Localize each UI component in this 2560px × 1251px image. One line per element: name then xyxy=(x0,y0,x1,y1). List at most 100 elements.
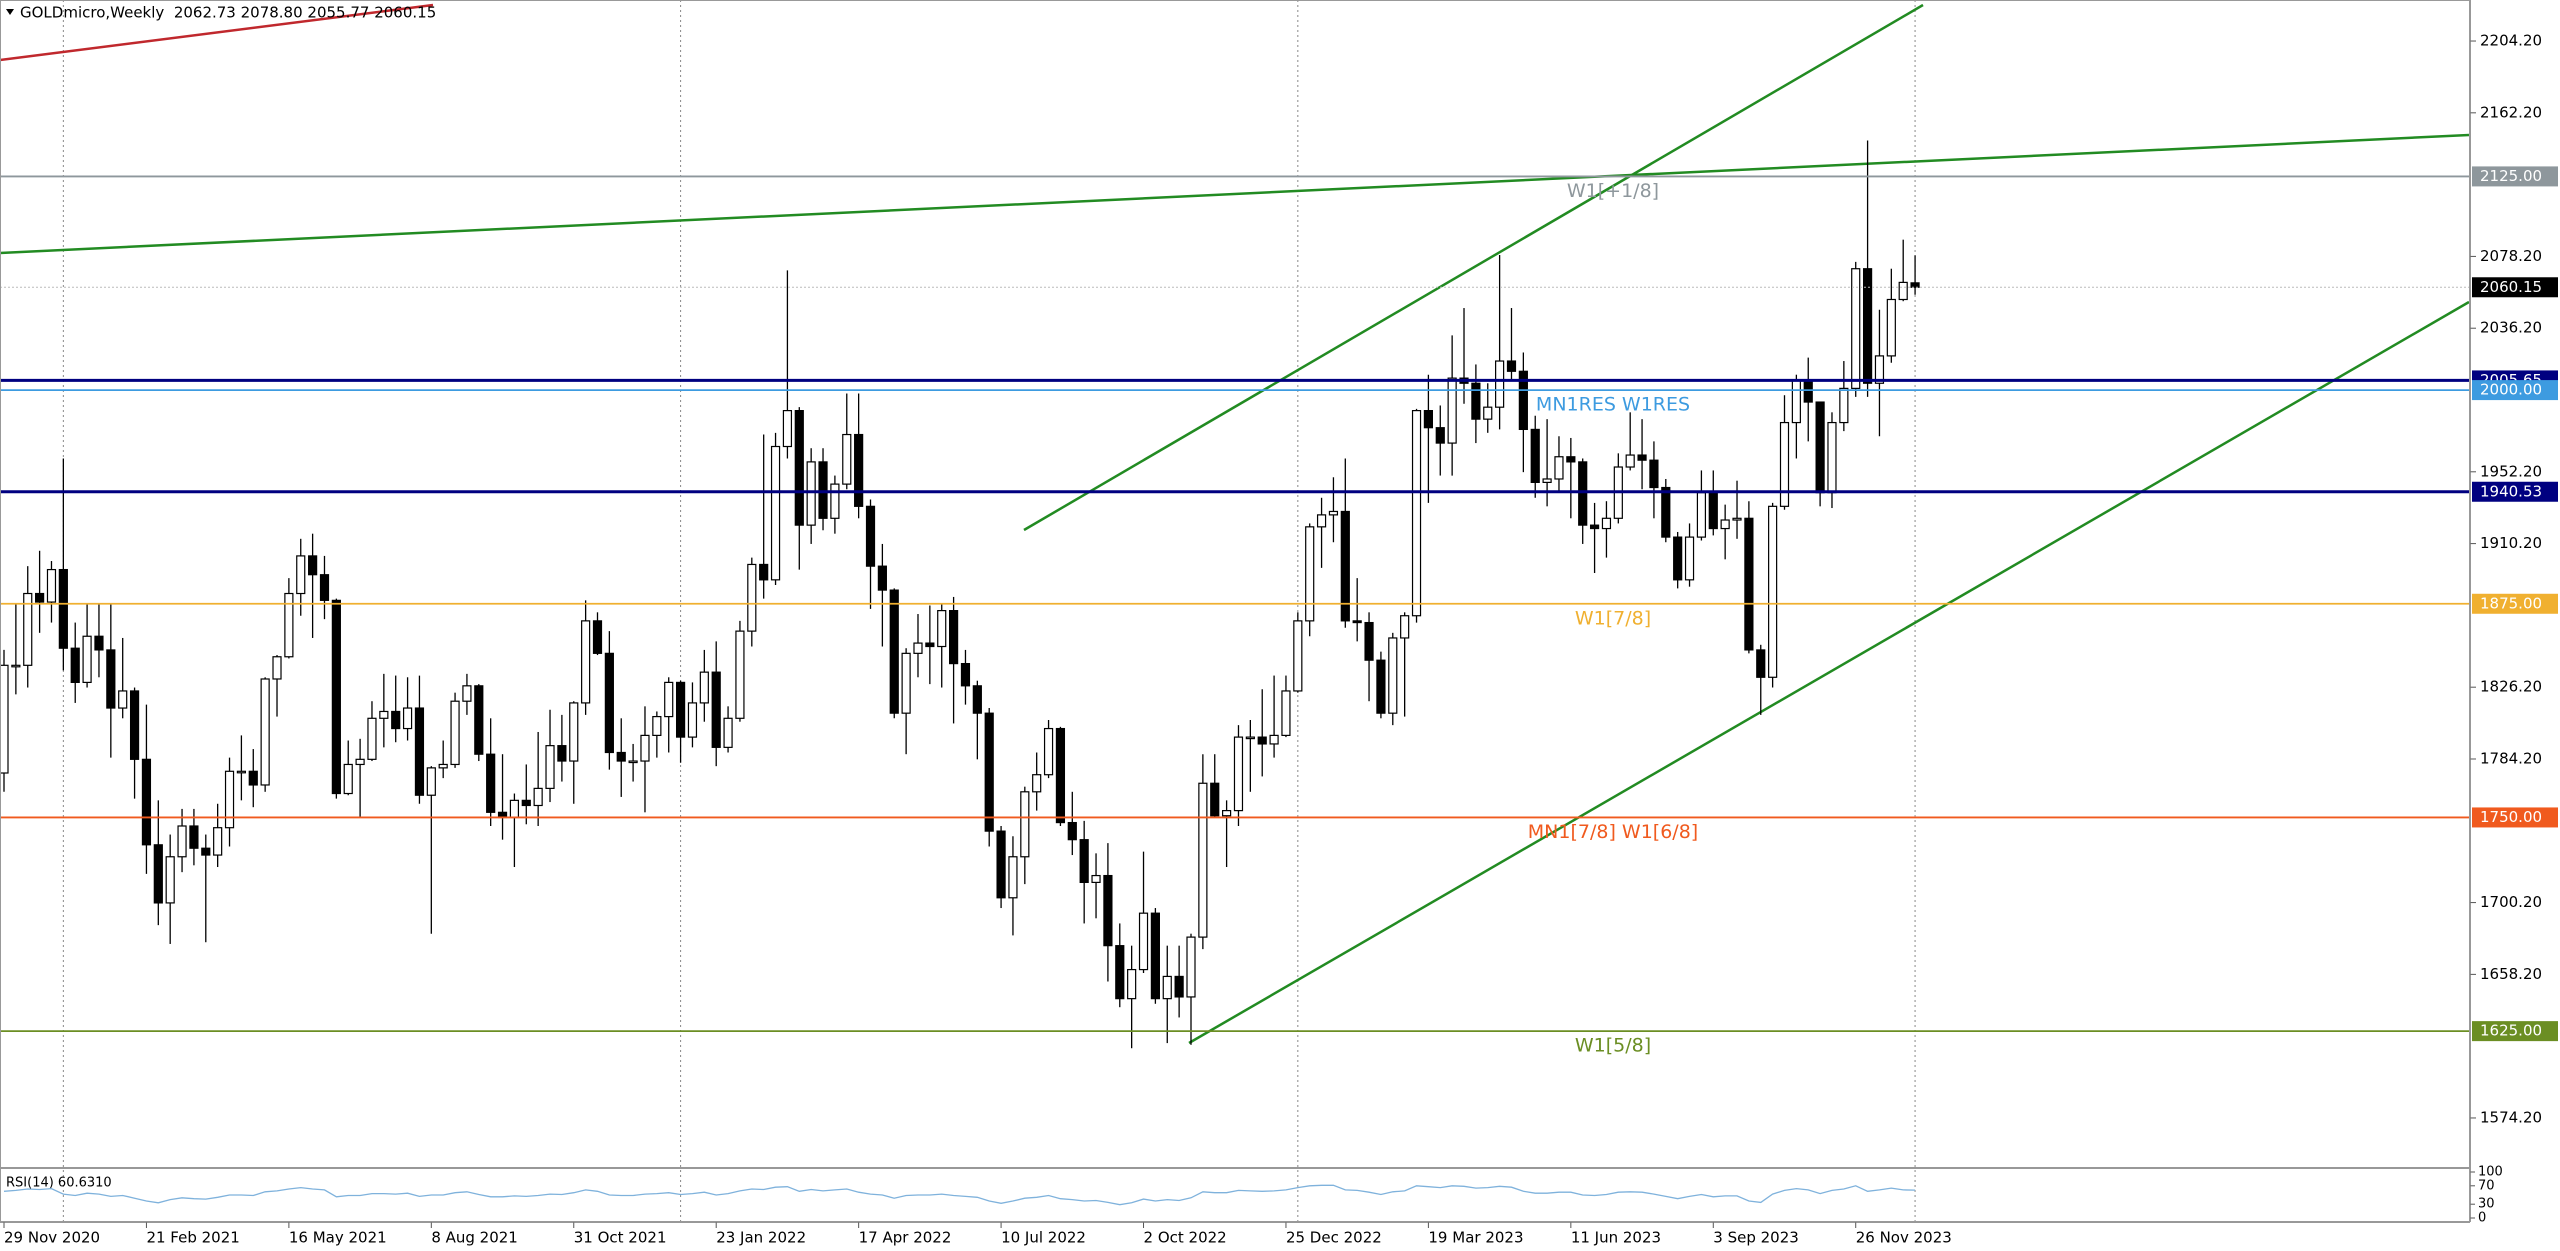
candle-body xyxy=(426,767,436,796)
candle-body xyxy=(23,592,33,666)
candle-body xyxy=(260,678,270,786)
candle-body xyxy=(1910,282,1920,288)
candle-body xyxy=(296,555,306,595)
candle-body xyxy=(1233,736,1244,812)
candle-body xyxy=(889,589,899,714)
candle-body xyxy=(82,635,92,684)
level-price-box xyxy=(2472,807,2558,828)
candle-body xyxy=(664,681,674,718)
candle-body xyxy=(284,592,294,658)
candle-body xyxy=(699,671,709,704)
rsi-tick-label: 0 xyxy=(2478,1211,2486,1226)
candle-body xyxy=(1316,514,1327,528)
candle-body xyxy=(1827,421,1837,494)
candle-body xyxy=(450,700,460,766)
x-tick-label: 23 Jan 2022 xyxy=(716,1229,806,1247)
candle-body xyxy=(1127,968,1137,1000)
candle-body xyxy=(533,787,543,807)
candles xyxy=(0,140,1920,1049)
candle-body xyxy=(996,830,1006,899)
candle-body xyxy=(1874,355,1885,384)
candle-body xyxy=(1008,856,1018,899)
candle-body xyxy=(1779,421,1790,507)
trendline xyxy=(1188,300,2470,1045)
y-tick-label: 1826.20 xyxy=(2480,678,2542,696)
candle-body xyxy=(236,770,246,774)
x-tick-label: 17 Apr 2022 xyxy=(859,1229,952,1247)
candle-body xyxy=(1269,734,1279,745)
candle-body xyxy=(165,856,175,904)
candle-body xyxy=(379,710,389,719)
level-name: W1[7/8] xyxy=(1575,607,1651,629)
candle-body xyxy=(367,717,377,760)
candle-body xyxy=(1150,912,1160,1000)
candle-body xyxy=(770,445,781,581)
candle-body xyxy=(782,410,793,448)
y-tick-label: 1574.20 xyxy=(2480,1108,2542,1126)
trendline xyxy=(0,3,434,62)
candle-body xyxy=(248,770,258,786)
candle-body xyxy=(854,433,864,507)
y-tick-label: 2162.20 xyxy=(2480,103,2542,121)
candle-body xyxy=(711,671,721,748)
candle-body xyxy=(1423,410,1434,429)
candle-body xyxy=(1103,874,1113,947)
candle-body xyxy=(308,555,318,576)
candle-body xyxy=(1293,620,1303,692)
candle-body xyxy=(1495,360,1505,408)
candle-body xyxy=(319,574,330,601)
time-axis-panel xyxy=(0,1222,2560,1251)
candle-body xyxy=(735,630,745,719)
candle-body xyxy=(901,652,911,714)
candle-body xyxy=(877,565,887,591)
candle-body xyxy=(616,751,626,762)
rsi-line xyxy=(3,1184,1916,1206)
y-tick-label: 1910.20 xyxy=(2480,534,2542,552)
candle-body xyxy=(628,760,638,764)
x-tick-label: 19 Mar 2023 xyxy=(1428,1229,1523,1247)
candle-body xyxy=(581,620,591,704)
candle-body xyxy=(1886,298,1896,357)
candle-body xyxy=(569,702,579,762)
candle-body xyxy=(1851,268,1861,389)
candle-body xyxy=(521,799,531,807)
candle-body xyxy=(1352,620,1362,624)
candle-body xyxy=(355,758,365,766)
candle-body xyxy=(1435,427,1445,444)
candle-body xyxy=(141,758,152,846)
candle-body xyxy=(462,685,472,702)
candle-body xyxy=(1162,975,1172,1000)
candle-body xyxy=(675,681,686,738)
trendline xyxy=(0,133,2470,255)
candle-body xyxy=(1720,519,1730,530)
y-tick-label: 1952.20 xyxy=(2480,462,2542,480)
candle-body xyxy=(640,734,650,762)
candle-body xyxy=(1898,281,1908,301)
candle-body xyxy=(1411,410,1422,617)
candle-body xyxy=(1661,486,1671,538)
candle-body xyxy=(177,825,187,858)
candle-body xyxy=(1067,821,1077,841)
candle-body xyxy=(213,827,223,856)
candle-body xyxy=(948,610,959,665)
candle-body xyxy=(509,799,520,819)
candle-body xyxy=(1186,936,1196,998)
candle-body xyxy=(652,715,662,736)
menu-triangle[interactable] xyxy=(6,9,14,15)
y-tick-label: 1784.20 xyxy=(2480,749,2542,767)
candle-body xyxy=(1839,387,1849,424)
candle-body xyxy=(189,825,199,849)
trendline xyxy=(1023,3,1924,532)
candle-body xyxy=(201,847,211,856)
candle-body xyxy=(272,656,282,680)
candle-body xyxy=(46,568,57,603)
candle-body xyxy=(818,461,828,519)
candle-body xyxy=(1376,659,1386,714)
candle-body xyxy=(1020,791,1030,858)
candle-body xyxy=(1364,621,1374,661)
level-price-label: 1750.00 xyxy=(2480,808,2542,826)
rsi-label: RSI(14) 60.6310 xyxy=(6,1176,112,1191)
candle-body xyxy=(486,753,496,813)
